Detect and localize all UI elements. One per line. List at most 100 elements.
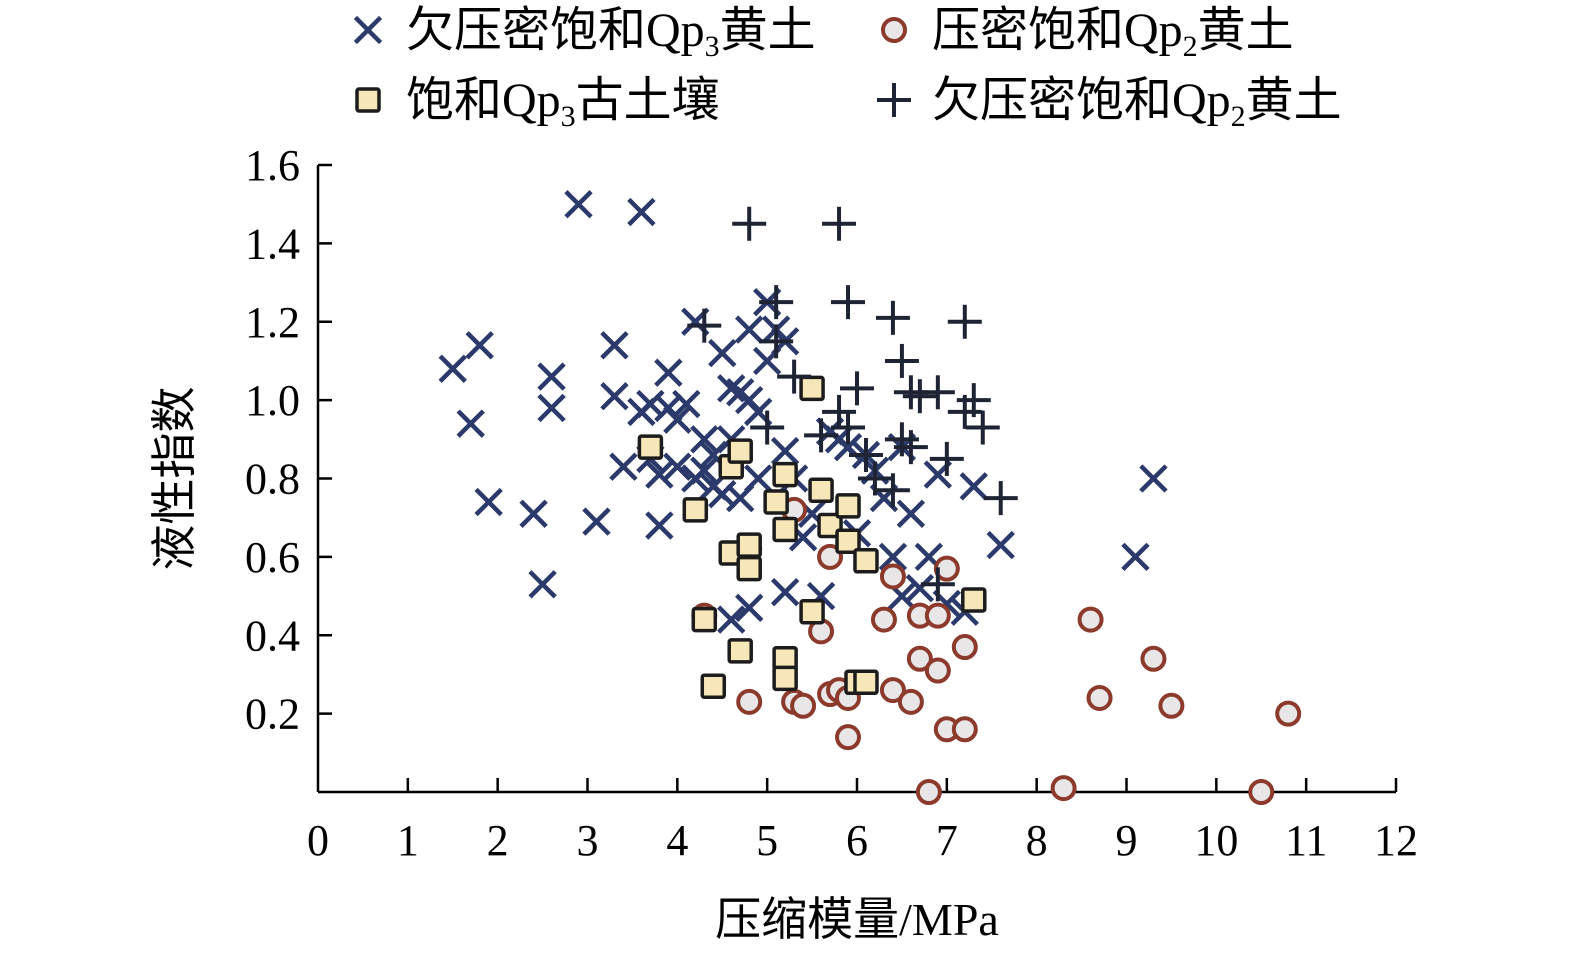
data-point bbox=[790, 692, 817, 719]
data-point bbox=[1158, 692, 1185, 719]
legend-item: 欠压密饱和Qp3黄土 bbox=[353, 4, 816, 63]
data-point bbox=[682, 497, 709, 523]
data-point bbox=[645, 511, 674, 540]
data-point bbox=[727, 438, 753, 464]
y-tick-label: 1.0 bbox=[245, 376, 300, 425]
data-point bbox=[564, 190, 593, 219]
legend-item: 压密饱和Qp2黄土 bbox=[881, 4, 1294, 63]
data-point bbox=[627, 197, 656, 227]
data-point bbox=[736, 532, 762, 558]
data-point bbox=[582, 507, 611, 536]
data-point bbox=[537, 393, 566, 423]
data-point bbox=[915, 779, 942, 805]
x-tick-label: 5 bbox=[756, 816, 778, 865]
data-point bbox=[840, 371, 874, 406]
y-axis-title: 液性指数 bbox=[149, 387, 200, 571]
data-point bbox=[637, 434, 664, 460]
data-point bbox=[600, 382, 629, 411]
data-point bbox=[924, 657, 951, 684]
data-point bbox=[687, 308, 722, 343]
data-point bbox=[1139, 464, 1168, 493]
data-point bbox=[735, 315, 764, 344]
data-point bbox=[961, 587, 987, 613]
data-point bbox=[691, 606, 718, 633]
data-point bbox=[600, 331, 629, 360]
x-axis-title: 压缩模量/MPa bbox=[715, 894, 999, 945]
data-point bbox=[853, 669, 879, 696]
data-point bbox=[645, 460, 674, 489]
data-point bbox=[770, 436, 800, 466]
x-tick-label: 10 bbox=[1194, 816, 1238, 865]
data-point bbox=[1086, 684, 1113, 711]
x-tick-label: 0 bbox=[307, 816, 329, 865]
data-point bbox=[875, 300, 910, 335]
x-tick-label: 2 bbox=[487, 816, 509, 865]
data-point bbox=[924, 602, 951, 629]
y-tick-label: 1.2 bbox=[245, 298, 300, 347]
data-point bbox=[456, 409, 485, 438]
x-axis-ticks: 0 1 2 3 4 5 6 7 8 9 10 11 12 bbox=[307, 778, 1418, 865]
y-tick-label: 0.8 bbox=[245, 455, 300, 504]
data-point bbox=[759, 324, 794, 359]
data-point bbox=[519, 499, 548, 528]
data-point bbox=[1050, 775, 1077, 802]
data-point bbox=[654, 358, 683, 387]
data-point bbox=[896, 499, 926, 528]
data-point bbox=[956, 383, 991, 418]
data-point bbox=[986, 530, 1015, 560]
legend-item: 欠压密饱和Qp2黄土 bbox=[877, 74, 1342, 133]
x-tick-label: 3 bbox=[577, 816, 599, 865]
data-point bbox=[822, 206, 857, 241]
legend-marker bbox=[877, 83, 911, 117]
data-point bbox=[893, 430, 928, 465]
data-point bbox=[884, 422, 919, 457]
data-point bbox=[959, 472, 988, 501]
data-points bbox=[438, 190, 1302, 805]
axes: 0 1 2 3 4 5 6 7 8 9 10 11 12 0.20.40.60.81.01.21.41.… bbox=[245, 141, 1418, 865]
data-point bbox=[770, 577, 800, 607]
data-point bbox=[772, 665, 798, 692]
legend-label: 压密饱和Qp2黄土 bbox=[932, 4, 1294, 63]
data-point bbox=[853, 548, 879, 574]
data-point bbox=[879, 677, 906, 704]
data-point bbox=[870, 606, 897, 633]
data-point bbox=[1275, 700, 1302, 727]
data-point bbox=[875, 473, 910, 508]
data-point bbox=[474, 487, 503, 517]
data-point bbox=[708, 338, 737, 368]
data-point bbox=[690, 425, 719, 454]
data-point bbox=[772, 516, 798, 543]
legend-marker bbox=[881, 17, 907, 43]
legend-label: 欠压密饱和Qp3黄土 bbox=[406, 4, 816, 63]
data-point bbox=[717, 605, 746, 634]
x-tick-label: 4 bbox=[666, 816, 688, 865]
y-axis-ticks: 0.2 0.4 0.6 0.8 1.0 1.2 1.4 1.6 bbox=[245, 141, 332, 739]
data-point bbox=[1248, 779, 1275, 805]
data-point bbox=[884, 343, 919, 378]
data-point bbox=[848, 437, 883, 472]
data-point bbox=[727, 638, 753, 664]
data-point bbox=[835, 528, 861, 554]
data-point bbox=[690, 456, 719, 485]
data-point bbox=[763, 489, 789, 515]
data-point bbox=[897, 688, 924, 715]
data-point bbox=[465, 331, 494, 360]
data-point bbox=[835, 493, 861, 519]
data-point bbox=[822, 394, 857, 429]
data-point bbox=[799, 375, 825, 402]
data-point bbox=[965, 410, 1000, 445]
legend-marker bbox=[355, 87, 381, 113]
data-point bbox=[951, 716, 978, 743]
data-point bbox=[744, 464, 773, 493]
data-point bbox=[528, 570, 557, 599]
data-point bbox=[983, 481, 1018, 516]
y-tick-label: 1.4 bbox=[245, 219, 300, 268]
data-point bbox=[759, 285, 794, 320]
data-point bbox=[736, 688, 763, 715]
data-point bbox=[920, 375, 955, 410]
data-point bbox=[609, 452, 638, 481]
data-point bbox=[537, 362, 566, 391]
data-point bbox=[933, 555, 960, 582]
